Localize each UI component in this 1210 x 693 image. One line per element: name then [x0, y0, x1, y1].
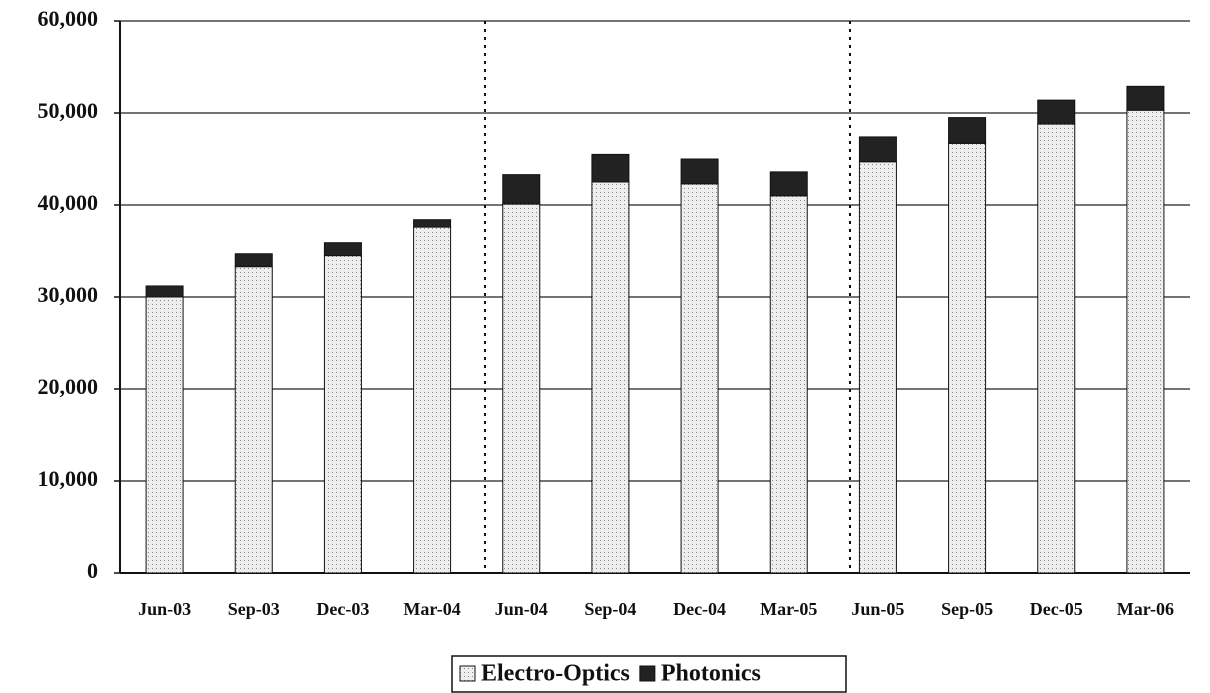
legend-label: Electro-Optics — [481, 661, 630, 687]
bar-segment — [858, 136, 897, 163]
y-tick-label: 50,000 — [38, 98, 99, 123]
x-tick-label: Dec-03 — [316, 599, 369, 619]
bar-segment — [680, 158, 719, 185]
bar-segment — [323, 242, 362, 257]
x-tick-label: Sep-03 — [228, 599, 280, 619]
bar-segment — [1037, 99, 1076, 125]
bar-segment — [1126, 109, 1165, 574]
bar-segment — [413, 226, 452, 574]
bar-segment — [1037, 123, 1076, 574]
bar-segment — [413, 219, 452, 228]
bar-segment — [769, 171, 808, 197]
bar-segment — [858, 161, 897, 574]
y-tick-label: 60,000 — [38, 6, 99, 31]
bar-segment — [769, 195, 808, 574]
bar-segment — [1126, 85, 1165, 111]
x-tick-label: Jun-03 — [138, 599, 191, 619]
x-tick-label: Jun-04 — [495, 599, 548, 619]
y-tick-label: 10,000 — [38, 466, 99, 491]
legend: Electro-Optics Photonics — [451, 655, 847, 693]
y-tick-label: 20,000 — [38, 374, 99, 399]
legend-label: Photonics — [661, 661, 761, 687]
bar-segment — [502, 174, 541, 205]
y-tick-label: 30,000 — [38, 282, 99, 307]
bar-segment — [948, 117, 987, 144]
legend-frame — [451, 655, 847, 693]
x-tick-label: Dec-05 — [1030, 599, 1083, 619]
bar-segment — [591, 181, 630, 574]
x-tick-label: Dec-04 — [673, 599, 726, 619]
y-tick-label: 40,000 — [38, 190, 99, 215]
bar-segment — [502, 203, 541, 574]
bar-segment — [234, 253, 273, 268]
bar-segment — [680, 183, 719, 574]
bar-segment — [948, 142, 987, 574]
bar-segment — [145, 296, 184, 574]
x-tick-label: Sep-04 — [584, 599, 636, 619]
x-tick-label: Mar-05 — [760, 599, 817, 619]
x-tick-label: Sep-05 — [941, 599, 993, 619]
x-tick-label: Mar-04 — [403, 599, 460, 619]
legend-swatch — [459, 665, 476, 682]
plot-area — [114, 20, 1190, 574]
legend-swatch — [639, 665, 656, 682]
x-tick-label: Mar-06 — [1117, 599, 1174, 619]
bar-segment — [591, 153, 630, 183]
bar-segment — [145, 285, 184, 298]
bar-segment — [234, 266, 273, 574]
bar-segment — [323, 255, 362, 574]
x-tick-label: Jun-05 — [851, 599, 904, 619]
y-tick-label: 0 — [87, 558, 98, 583]
